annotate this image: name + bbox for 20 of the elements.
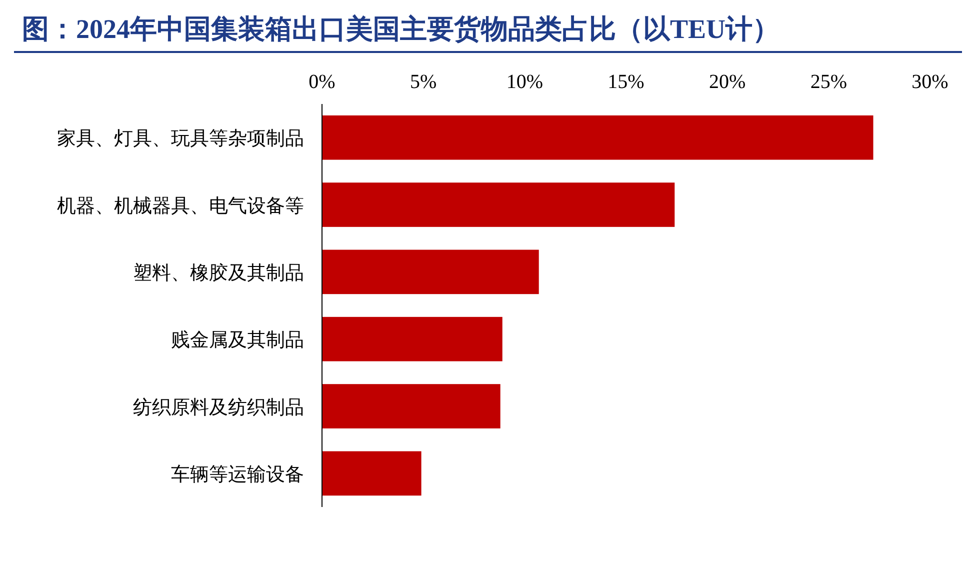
bar <box>322 115 874 160</box>
x-tick-label: 0% <box>308 71 336 93</box>
x-tick-label: 30% <box>912 71 948 93</box>
x-tick-label: 20% <box>708 71 746 93</box>
bar <box>322 384 500 428</box>
bar <box>322 250 539 294</box>
y-tick-label: 塑料、橡胶及其制品 <box>133 262 304 284</box>
y-tick-label: 家具、灯具、玩具等杂项制品 <box>57 128 304 150</box>
x-tick-label: 10% <box>506 71 544 93</box>
chart-title: 图：2024年中国集装箱出口美国主要货物品类占比（以TEU计） <box>22 14 780 44</box>
y-tick-label: 纺织原料及纺织制品 <box>133 397 304 418</box>
x-tick-label: 5% <box>410 71 437 93</box>
y-tick-label: 贱金属及其制品 <box>171 330 304 352</box>
bar <box>322 451 422 496</box>
y-tick-label: 机器、机械器具、电气设备等 <box>57 196 304 217</box>
bar <box>322 182 675 227</box>
bar <box>322 316 502 362</box>
y-tick-label: 车辆等运输设备 <box>171 464 304 486</box>
x-tick-label: 15% <box>608 71 644 93</box>
x-tick-label: 25% <box>810 71 848 93</box>
